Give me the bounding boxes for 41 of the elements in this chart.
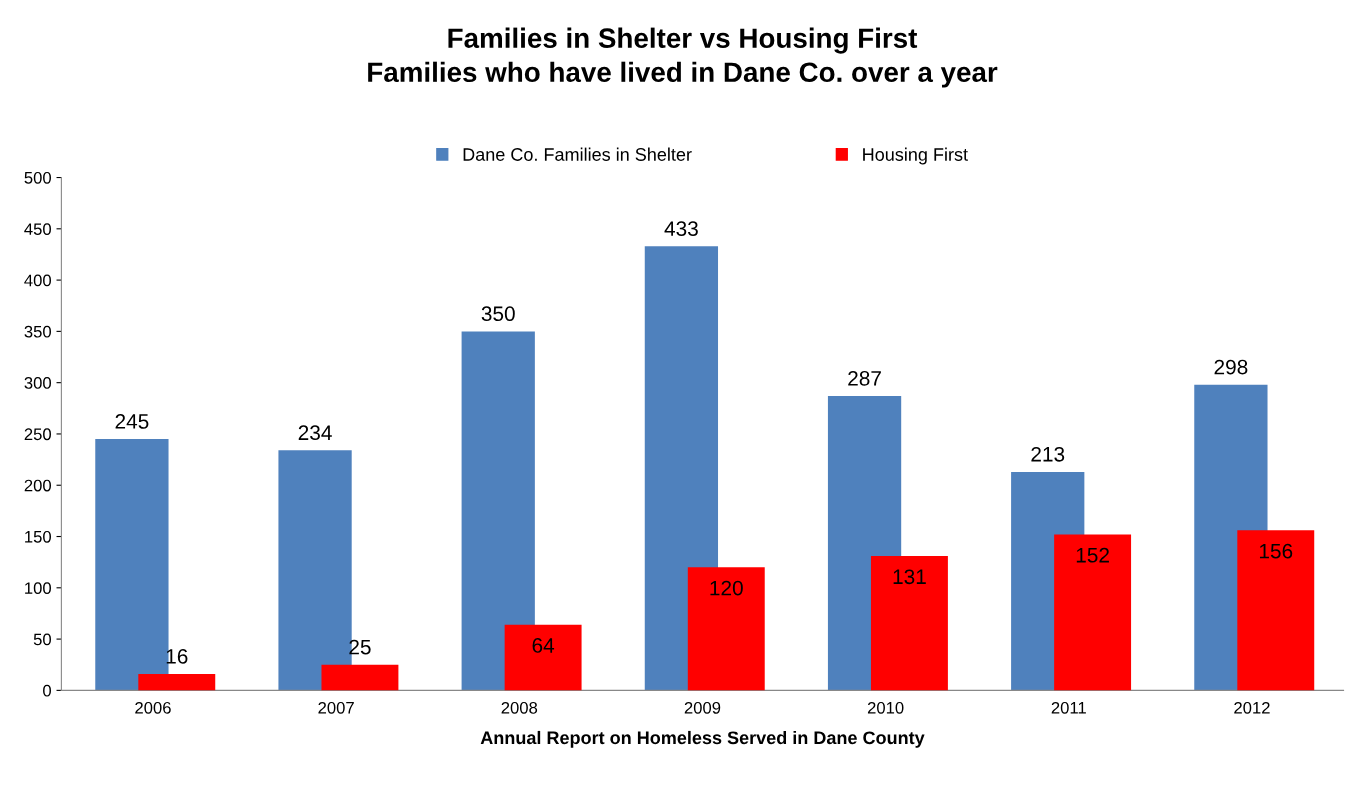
y-tick-label: 350 (24, 325, 52, 338)
y-tick-label: 450 (24, 223, 52, 236)
y-tick-label: 200 (24, 479, 52, 492)
legend-label: Dane Co. Families in Shelter (463, 147, 692, 161)
chart-title: Families in Shelter vs Housing First Families who have lived in Dane Co. over a year (368, 27, 998, 88)
bar (138, 673, 216, 691)
y-tick-label: 150 (25, 530, 52, 543)
data-label: 298 (1214, 359, 1248, 375)
data-label: 120 (710, 580, 743, 596)
y-tick-label: 50 (33, 633, 52, 646)
y-tick-label: 500 (24, 171, 52, 184)
y-tick-label: 0 (43, 684, 52, 697)
x-tick-label: 2012 (1234, 701, 1270, 714)
data-label: 287 (848, 370, 881, 386)
x-tick-label: 2006 (135, 701, 171, 714)
bar (1054, 534, 1132, 691)
x-tick-label: 2008 (501, 701, 538, 714)
y-tick-label: 100 (25, 582, 52, 595)
bar (321, 664, 399, 691)
data-label: 64 (532, 638, 555, 653)
bar (504, 624, 582, 691)
bar (687, 567, 765, 691)
x-tick-label: 2009 (684, 701, 721, 714)
data-label: 245 (115, 414, 149, 429)
data-label: 152 (1076, 547, 1109, 563)
x-axis-title: Annual Report on Homeless Served in Dane County (480, 730, 925, 748)
data-label: 156 (1259, 543, 1293, 559)
data-label: 213 (1031, 446, 1065, 462)
bar (870, 556, 948, 691)
data-label: 234 (298, 425, 332, 441)
y-tick-label: 250 (24, 428, 52, 441)
x-tick-label: 2011 (1051, 701, 1086, 714)
y-tick-label: 400 (24, 274, 52, 287)
x-tick-label: 2010 (867, 701, 904, 714)
data-label: 131 (893, 569, 926, 585)
bar (1237, 530, 1315, 691)
data-label: 433 (664, 221, 698, 236)
y-tick-label: 300 (24, 377, 52, 389)
legend-label: Housing First (863, 147, 968, 165)
x-tick-label: 2007 (318, 701, 354, 714)
data-label: 350 (481, 306, 515, 322)
